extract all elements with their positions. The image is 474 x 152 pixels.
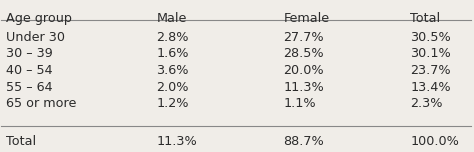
Text: 11.3%: 11.3% <box>156 135 197 148</box>
Text: 1.2%: 1.2% <box>156 97 189 111</box>
Text: 23.7%: 23.7% <box>410 64 451 77</box>
Text: Female: Female <box>283 12 329 25</box>
Text: 11.3%: 11.3% <box>283 81 324 94</box>
Text: Total: Total <box>6 135 36 148</box>
Text: 30.5%: 30.5% <box>410 31 451 43</box>
Text: 65 or more: 65 or more <box>6 97 76 111</box>
Text: 20.0%: 20.0% <box>283 64 324 77</box>
Text: 1.6%: 1.6% <box>156 47 189 60</box>
Text: 100.0%: 100.0% <box>410 135 459 148</box>
Text: 27.7%: 27.7% <box>283 31 324 43</box>
Text: Under 30: Under 30 <box>6 31 65 43</box>
Text: 2.8%: 2.8% <box>156 31 189 43</box>
Text: 3.6%: 3.6% <box>156 64 189 77</box>
Text: 28.5%: 28.5% <box>283 47 324 60</box>
Text: 40 – 54: 40 – 54 <box>6 64 53 77</box>
Text: 30 – 39: 30 – 39 <box>6 47 53 60</box>
Text: Total: Total <box>410 12 440 25</box>
Text: 88.7%: 88.7% <box>283 135 324 148</box>
Text: Male: Male <box>156 12 187 25</box>
Text: 30.1%: 30.1% <box>410 47 451 60</box>
Text: Age group: Age group <box>6 12 72 25</box>
Text: 1.1%: 1.1% <box>283 97 316 111</box>
Text: 2.3%: 2.3% <box>410 97 443 111</box>
Text: 13.4%: 13.4% <box>410 81 451 94</box>
Text: 2.0%: 2.0% <box>156 81 189 94</box>
Text: 55 – 64: 55 – 64 <box>6 81 53 94</box>
